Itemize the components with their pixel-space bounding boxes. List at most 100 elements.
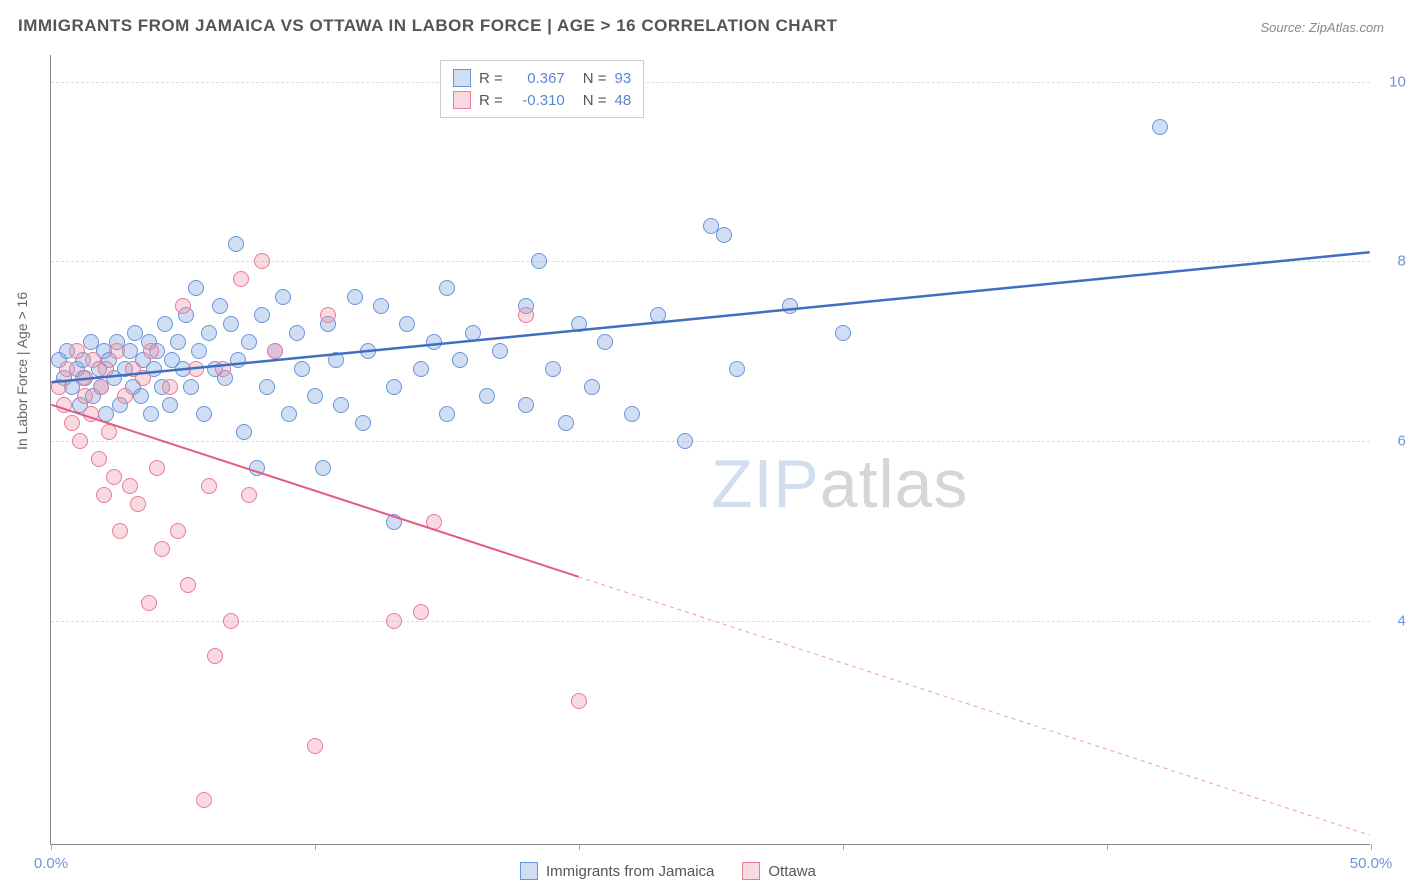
data-point — [130, 496, 146, 512]
swatch-ottawa-icon — [742, 862, 760, 880]
data-point — [201, 478, 217, 494]
legend-item-ottawa: Ottawa — [742, 862, 816, 880]
data-point — [320, 307, 336, 323]
swatch-ottawa-icon — [453, 91, 471, 109]
data-point — [413, 604, 429, 620]
data-point — [584, 379, 600, 395]
data-point — [135, 370, 151, 386]
legend-item-jamaica: Immigrants from Jamaica — [520, 862, 714, 880]
trend-lines — [51, 55, 1370, 844]
data-point — [347, 289, 363, 305]
y-axis-label: In Labor Force | Age > 16 — [14, 292, 30, 450]
stats-row-1: R = 0.367 N = 93 — [453, 67, 631, 89]
data-point — [201, 325, 217, 341]
data-point — [230, 352, 246, 368]
data-point — [399, 316, 415, 332]
data-point — [188, 361, 204, 377]
data-point — [233, 271, 249, 287]
data-point — [571, 316, 587, 332]
data-point — [465, 325, 481, 341]
data-point — [215, 361, 231, 377]
data-point — [439, 280, 455, 296]
data-point — [93, 379, 109, 395]
data-point — [69, 343, 85, 359]
n-label: N = — [583, 70, 607, 87]
data-point — [143, 343, 159, 359]
data-point — [162, 397, 178, 413]
data-point — [267, 343, 283, 359]
data-point — [223, 613, 239, 629]
n-value-2: 48 — [615, 92, 632, 109]
data-point — [91, 451, 107, 467]
data-point — [355, 415, 371, 431]
data-point — [236, 424, 252, 440]
data-point — [117, 388, 133, 404]
data-point — [157, 316, 173, 332]
data-point — [373, 298, 389, 314]
data-point — [188, 280, 204, 296]
data-point — [289, 325, 305, 341]
data-point — [122, 478, 138, 494]
data-point — [183, 379, 199, 395]
data-point — [64, 415, 80, 431]
stats-legend: R = 0.367 N = 93 R = -0.310 N = 48 — [440, 60, 644, 118]
data-point — [439, 406, 455, 422]
data-point — [72, 433, 88, 449]
data-point — [170, 523, 186, 539]
watermark-atlas: atlas — [820, 446, 969, 522]
data-point — [307, 738, 323, 754]
data-point — [249, 460, 265, 476]
data-point — [413, 361, 429, 377]
data-point — [531, 253, 547, 269]
data-point — [558, 415, 574, 431]
data-point — [360, 343, 376, 359]
data-point — [281, 406, 297, 422]
data-point — [141, 595, 157, 611]
data-point — [386, 379, 402, 395]
data-point — [207, 648, 223, 664]
data-point — [650, 307, 666, 323]
y-tick-label: 100.0% — [1380, 73, 1406, 90]
data-point — [254, 253, 270, 269]
data-point — [259, 379, 275, 395]
data-point — [101, 424, 117, 440]
legend-label: Immigrants from Jamaica — [546, 863, 714, 880]
data-point — [275, 289, 291, 305]
data-point — [83, 406, 99, 422]
data-point — [241, 334, 257, 350]
data-point — [294, 361, 310, 377]
data-point — [75, 370, 91, 386]
watermark-zip: ZIP — [711, 446, 820, 522]
data-point — [59, 361, 75, 377]
data-point — [180, 577, 196, 593]
data-point — [196, 406, 212, 422]
data-point — [149, 460, 165, 476]
data-point — [154, 541, 170, 557]
n-value-1: 93 — [615, 70, 632, 87]
stats-row-2: R = -0.310 N = 48 — [453, 89, 631, 111]
data-point — [492, 343, 508, 359]
data-point — [386, 514, 402, 530]
x-tick-label: 0.0% — [34, 855, 68, 872]
data-point — [315, 460, 331, 476]
data-point — [386, 613, 402, 629]
data-point — [835, 325, 851, 341]
data-point — [98, 361, 114, 377]
data-point — [56, 397, 72, 413]
data-point — [1152, 119, 1168, 135]
data-point — [196, 792, 212, 808]
data-point — [106, 469, 122, 485]
data-point — [597, 334, 613, 350]
data-point — [677, 433, 693, 449]
data-point — [479, 388, 495, 404]
data-point — [624, 406, 640, 422]
r-value-2: -0.310 — [511, 92, 565, 109]
data-point — [518, 307, 534, 323]
y-tick-label: 60.0% — [1380, 433, 1406, 450]
data-point — [175, 298, 191, 314]
y-tick-label: 80.0% — [1380, 253, 1406, 270]
r-label: R = — [479, 70, 503, 87]
data-point — [328, 352, 344, 368]
watermark: ZIPatlas — [711, 445, 968, 523]
swatch-jamaica-icon — [453, 69, 471, 87]
